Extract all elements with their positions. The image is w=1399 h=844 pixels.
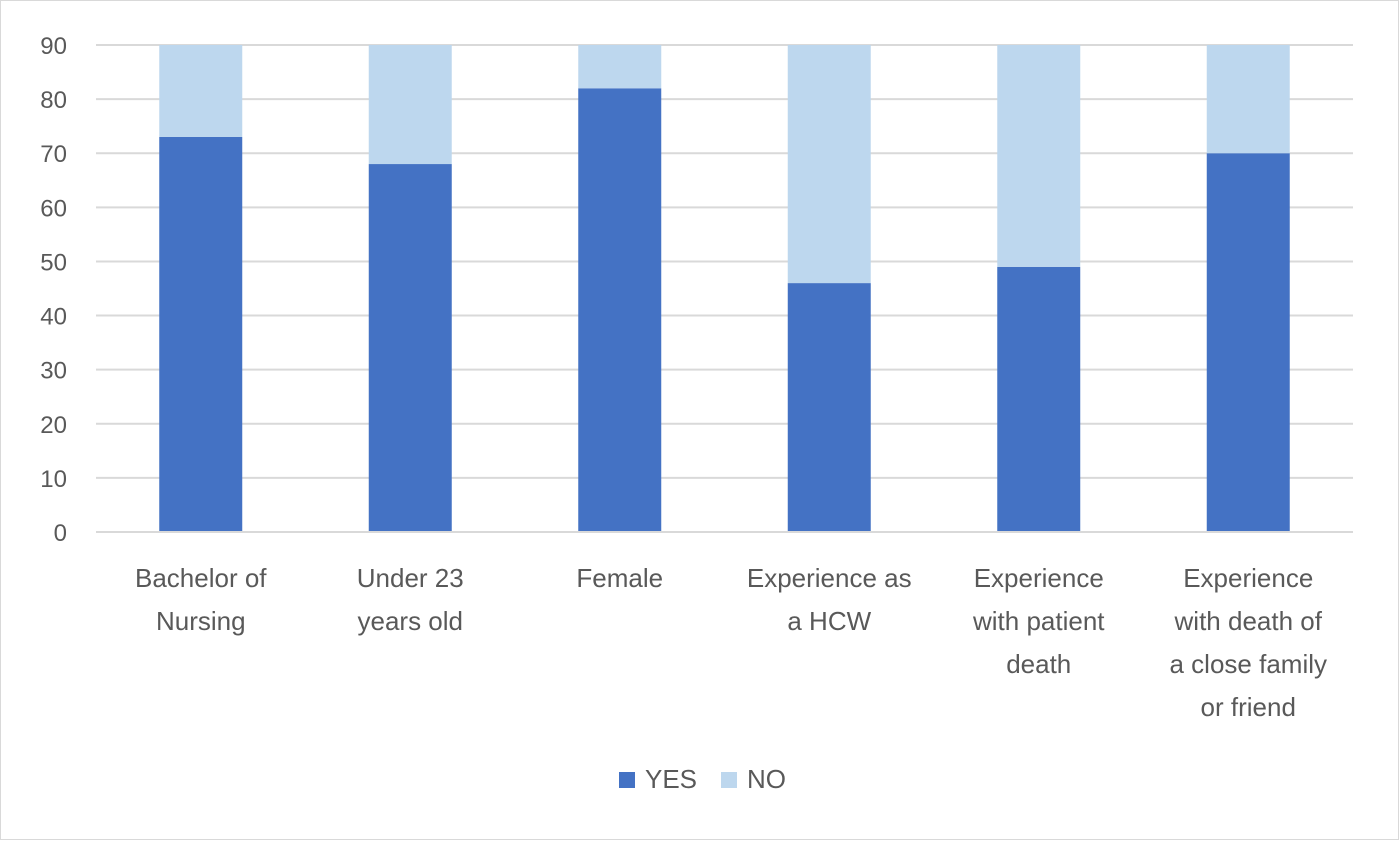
x-category-label: Female <box>576 563 663 593</box>
bar-yes-1 <box>368 164 452 533</box>
y-tick-label: 0 <box>54 520 67 547</box>
y-axis: 0 10 20 30 40 50 60 70 80 90 <box>40 33 67 547</box>
x-category-label: Under 23 years old <box>357 563 464 636</box>
legend-swatch-yes <box>619 772 635 788</box>
bar-no-0 <box>159 45 243 137</box>
y-tick-label: 10 <box>40 466 67 493</box>
y-tick-label: 90 <box>40 33 67 60</box>
legend: YES NO <box>619 764 786 794</box>
gridlines <box>96 44 1353 479</box>
bar-no-5 <box>1206 45 1290 154</box>
x-category-label: Experience with death of a close family or … <box>1170 563 1328 722</box>
bar-no-1 <box>368 45 452 165</box>
x-category-label: Bachelor of Nursing <box>135 563 267 636</box>
y-tick-label: 60 <box>40 195 67 222</box>
bar-yes-2 <box>578 88 662 533</box>
bar-no-3 <box>787 45 871 284</box>
legend-label-yes: YES <box>645 764 697 794</box>
bars <box>159 45 1290 533</box>
y-tick-label: 70 <box>40 141 67 168</box>
bar-yes-3 <box>787 283 871 532</box>
x-axis-labels: Bachelor of Nursing Under 23 years old Femal… <box>135 563 1327 722</box>
bar-yes-5 <box>1206 153 1290 532</box>
x-category-label: Experience as a HCW <box>747 563 912 636</box>
y-tick-label: 20 <box>40 412 67 439</box>
y-tick-label: 80 <box>40 87 67 114</box>
legend-label-no: NO <box>747 764 786 794</box>
y-tick-label: 50 <box>40 249 67 276</box>
y-tick-label: 40 <box>40 304 67 331</box>
bar-no-4 <box>997 45 1081 267</box>
x-category-label: Experience with patient death <box>972 563 1105 679</box>
y-tick-label: 30 <box>40 358 67 385</box>
legend-swatch-no <box>721 772 737 788</box>
bar-yes-4 <box>997 266 1081 532</box>
bar-yes-0 <box>159 136 243 532</box>
bar-no-2 <box>578 45 662 89</box>
